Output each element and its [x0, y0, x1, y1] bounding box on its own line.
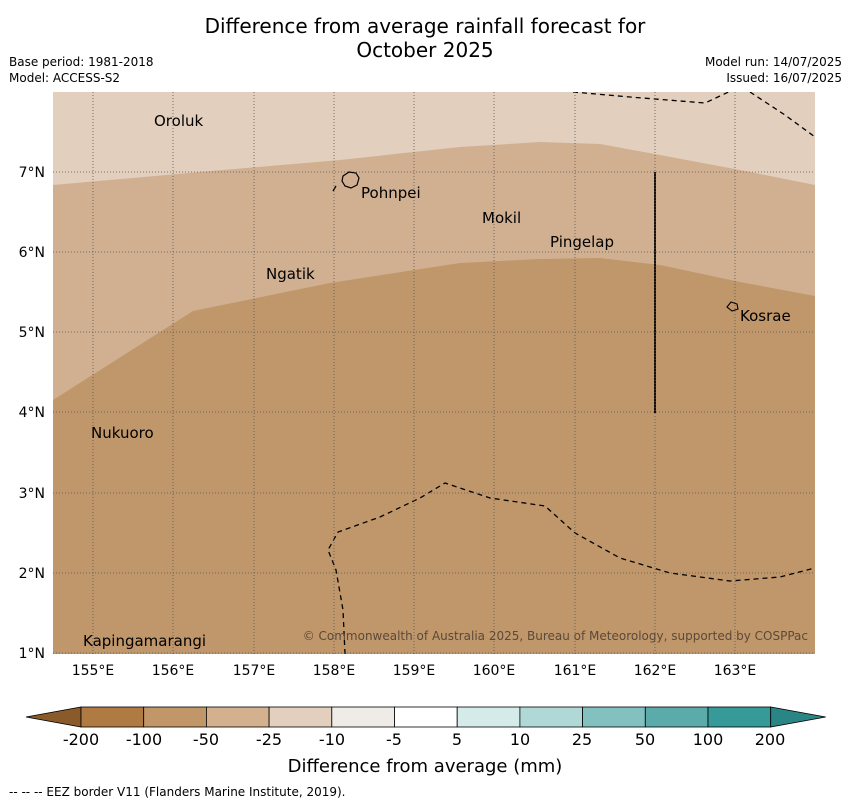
colorbar [25, 706, 826, 728]
colorbar-tick-label: 50 [635, 730, 655, 749]
lon-label: 155°E [72, 663, 115, 679]
colorbar-title: Difference from average (mm) [288, 756, 563, 777]
eez-footnote: -- -- -- EEZ border V11 (Flanders Marine… [9, 785, 346, 799]
colorbar-swatch [707, 706, 772, 728]
colorbar-swatch [80, 706, 145, 728]
eez-border-northeast [749, 92, 815, 138]
colorbar-labels: -200 -100 -50 -25 -10 -5 5 10 25 50 100 … [63, 730, 785, 749]
lat-label: 5°N [19, 325, 45, 341]
place-label: Pingelap [550, 233, 614, 251]
colorbar-tick-label: -25 [256, 730, 282, 749]
chart-title: Difference from average rainfall forecas… [0, 14, 850, 62]
colorbar-tick-label: 100 [693, 730, 724, 749]
place-label: Ngatik [266, 265, 315, 283]
place-label: Oroluk [154, 112, 203, 130]
colorbar-tick-label: -10 [319, 730, 345, 749]
lon-label: 160°E [473, 663, 516, 679]
eez-border-south [327, 482, 815, 654]
colorbar-swatch [582, 706, 646, 728]
longitude-labels: 155°E 156°E 157°E 158°E 159°E 160°E 161°… [72, 663, 757, 679]
colorbar-swatch [456, 706, 521, 728]
colorbar-tick-label: 5 [452, 730, 462, 749]
place-label: Mokil [482, 209, 521, 227]
model-name: Model: ACCESS-S2 [9, 71, 121, 85]
colorbar-swatch [205, 706, 270, 728]
lat-label: 3°N [19, 486, 45, 502]
lon-label: 159°E [393, 663, 436, 679]
colorbar-tick-label: -5 [386, 730, 402, 749]
lat-label: 7°N [19, 165, 45, 181]
colorbar-swatch [644, 706, 709, 728]
model-run: Model run: 14/07/2025 [704, 55, 842, 69]
lat-label: 1°N [19, 646, 45, 662]
colorbar-swatch [331, 706, 395, 728]
base-period: Base period: 1981-2018 [9, 55, 154, 69]
place-label: Nukuoro [91, 424, 154, 442]
colorbar-tick-label: 10 [510, 730, 530, 749]
lon-label: 161°E [554, 663, 597, 679]
place-label: Pohnpei [361, 184, 421, 202]
lon-label: 162°E [634, 663, 677, 679]
lon-label: 163°E [714, 663, 757, 679]
copyright-notice: © Commonwealth of Australia 2025, Bureau… [303, 629, 808, 643]
colorbar-tick-label: -200 [63, 730, 99, 749]
colorbar-tick-label: 200 [755, 730, 786, 749]
title-line-1: Difference from average rainfall forecas… [204, 14, 646, 38]
colorbar-swatch [143, 706, 207, 728]
title-line-2: October 2025 [356, 38, 494, 62]
lat-label: 4°N [19, 405, 45, 421]
lon-label: 156°E [152, 663, 195, 679]
colorbar-extend-high [770, 706, 826, 728]
lat-label: 6°N [19, 245, 45, 261]
colorbar-swatch [394, 706, 458, 728]
colorbar-swatch [519, 706, 584, 728]
colorbar-swatch [268, 706, 333, 728]
colorbar-tick-label: 25 [572, 730, 592, 749]
place-label: Kosrae [740, 307, 791, 325]
forecast-map: Oroluk Pohnpei Mokil Pingelap Ngatik Kos… [19, 92, 826, 777]
colorbar-tick-label: -50 [193, 730, 219, 749]
colorbar-extend-low [25, 706, 82, 728]
pohnpei-island [341, 171, 360, 189]
latitude-labels: 7°N 6°N 5°N 4°N 3°N 2°N 1°N [19, 165, 45, 662]
map-fill [53, 92, 815, 654]
kosrae-island [726, 301, 739, 312]
lat-label: 2°N [19, 566, 45, 582]
gridlines [53, 92, 815, 654]
meta-right: Model run: 14/07/2025 Issued: 16/07/2025 [705, 54, 842, 86]
eez-border-north [572, 92, 731, 104]
eez-border-fragment [332, 185, 337, 192]
colorbar-tick-label: -100 [126, 730, 162, 749]
zone-minus50 [53, 258, 815, 654]
meta-left: Base period: 1981-2018 Model: ACCESS-S2 [9, 54, 154, 86]
issued-date: Issued: 16/07/2025 [726, 71, 842, 85]
lon-label: 158°E [313, 663, 356, 679]
lon-label: 157°E [233, 663, 276, 679]
place-label: Kapingamarangi [83, 632, 206, 650]
